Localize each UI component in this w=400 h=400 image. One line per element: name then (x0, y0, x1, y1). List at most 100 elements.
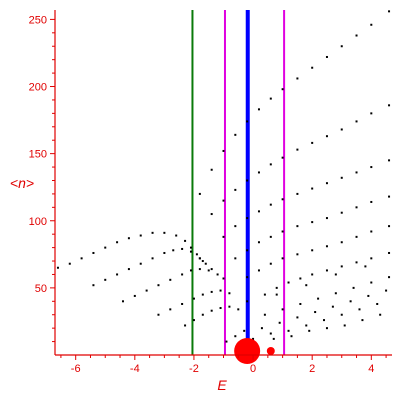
data-point (181, 273, 184, 276)
x-tick-label: -2 (189, 363, 199, 375)
data-point (388, 251, 391, 254)
data-point (388, 276, 391, 279)
red-marker-1 (234, 338, 261, 364)
data-point (349, 300, 352, 303)
data-point (172, 249, 175, 252)
data-point (169, 308, 172, 311)
data-point (104, 278, 107, 281)
data-point (181, 302, 184, 305)
data-point (272, 337, 275, 340)
data-point (325, 327, 328, 330)
y-axis-title: <n> (10, 175, 34, 191)
series-rise-4 (234, 195, 391, 260)
data-point (287, 281, 290, 284)
data-point (355, 120, 358, 123)
series-rise-3 (222, 159, 391, 238)
data-point (388, 159, 391, 162)
x-axis-title: E (217, 377, 227, 393)
data-point (163, 251, 166, 254)
y-tick-label: 100 (29, 216, 47, 228)
data-point (355, 261, 358, 264)
data-point (370, 200, 373, 203)
data-point (246, 179, 249, 182)
data-point (92, 284, 95, 287)
data-point (314, 311, 317, 314)
data-point (198, 192, 201, 195)
data-point (275, 286, 278, 289)
data-point (388, 10, 391, 13)
data-point (234, 335, 237, 338)
data-point (257, 171, 260, 174)
data-point (305, 324, 308, 327)
data-point (151, 257, 154, 260)
data-point (343, 324, 346, 327)
data-point (376, 302, 379, 305)
data-point (157, 284, 160, 287)
y-tick-label: 150 (29, 149, 47, 161)
data-point (275, 293, 278, 296)
data-point (263, 293, 266, 296)
data-point (210, 290, 213, 293)
y-tick-label: 250 (29, 14, 47, 26)
red-marker-2 (266, 347, 275, 355)
data-point (252, 337, 255, 340)
data-point (204, 262, 207, 265)
data-point (127, 237, 130, 240)
data-point (340, 128, 343, 131)
x-tick-label: 4 (368, 363, 374, 375)
data-point (355, 235, 358, 238)
data-point (222, 149, 225, 152)
data-point (257, 108, 260, 111)
data-point (219, 289, 222, 292)
data-point (296, 225, 299, 228)
series-low-branch-2 (92, 247, 213, 287)
data-point (234, 188, 237, 191)
series-rise-6 (263, 251, 391, 296)
data-point (325, 135, 328, 138)
data-point (364, 265, 367, 268)
y-tick-label: 50 (35, 283, 47, 295)
data-point (340, 45, 343, 48)
data-point (116, 241, 119, 244)
data-point (331, 305, 334, 308)
data-point (355, 34, 358, 37)
data-point (269, 203, 272, 206)
data-point (184, 324, 187, 327)
data-point (104, 246, 107, 249)
data-point (68, 262, 71, 265)
data-point (184, 239, 187, 242)
data-point (201, 313, 204, 316)
data-point (370, 112, 373, 115)
data-point (192, 319, 195, 322)
data-point (222, 235, 225, 238)
data-point (133, 294, 136, 297)
data-point (257, 269, 260, 272)
data-point (379, 313, 382, 316)
data-point (311, 187, 314, 190)
data-point (340, 241, 343, 244)
data-point (290, 335, 293, 338)
data-point (281, 156, 284, 159)
data-point (325, 182, 328, 185)
data-point (222, 277, 225, 280)
data-point (207, 269, 210, 272)
data-point (296, 77, 299, 80)
data-point (281, 88, 284, 91)
data-point (296, 148, 299, 151)
data-point (116, 273, 119, 276)
data-point (281, 257, 284, 260)
data-point (269, 332, 272, 335)
data-point (257, 241, 260, 244)
data-point (192, 297, 195, 300)
data-point (234, 225, 237, 228)
x-tick-label: -6 (71, 363, 81, 375)
data-point (198, 257, 201, 260)
data-point (269, 163, 272, 166)
series-low-branch-4 (157, 289, 231, 316)
data-point (340, 211, 343, 214)
data-point (340, 265, 343, 268)
data-point (358, 308, 361, 311)
series-scatter-cloud (225, 265, 391, 348)
data-point (163, 231, 166, 234)
data-point (296, 316, 299, 319)
